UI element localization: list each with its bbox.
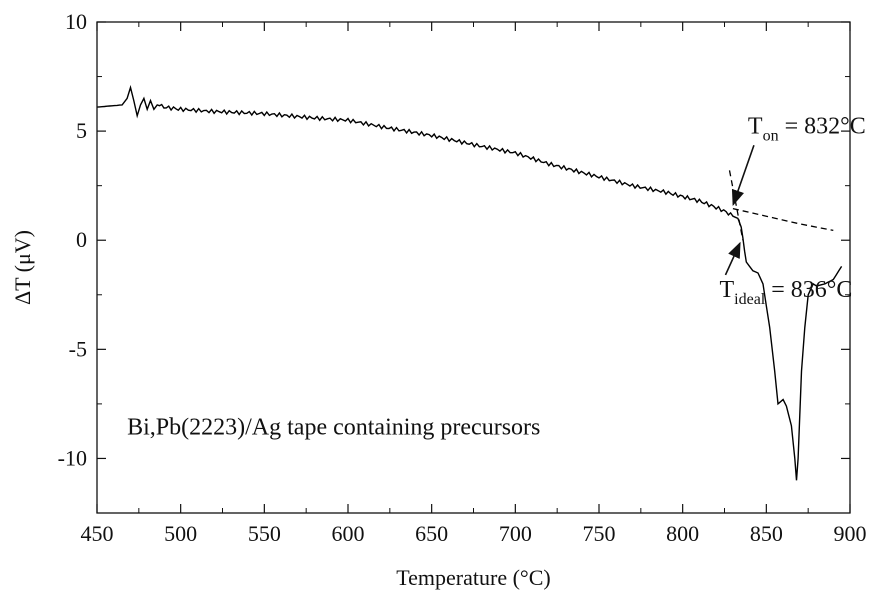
x-tick-label: 450	[81, 521, 114, 546]
dta-curve	[96, 84, 843, 481]
y-tick-label: 10	[65, 9, 87, 34]
annotation-label: Tideal = 836°C	[719, 277, 852, 308]
y-tick-label: 5	[76, 118, 87, 143]
tangent-line-1	[732, 207, 834, 232]
x-tick-label: 650	[415, 521, 448, 546]
x-tick-label: 600	[332, 521, 365, 546]
annotation-symbol: T	[748, 113, 763, 139]
annotation-label: Ton = 832°C	[748, 113, 866, 144]
x-tick-label: 700	[499, 521, 532, 546]
annotation-symbol: T	[719, 277, 734, 303]
x-axis-title: Temperature (°C)	[396, 565, 550, 590]
annotation-arrow	[724, 241, 741, 276]
y-tick-label: -10	[58, 445, 87, 470]
annotation-subscript: ideal	[734, 291, 766, 308]
x-tick-label: 500	[164, 521, 197, 546]
y-tick-label: -5	[69, 336, 87, 361]
y-axis-title: ΔT (μV)	[10, 230, 35, 305]
x-tick-label: 900	[834, 521, 867, 546]
x-tick-label: 750	[583, 521, 616, 546]
y-tick-label: 0	[76, 227, 87, 252]
annotation-arrow	[731, 145, 755, 206]
ticks-layer: 450 500 550 600 650 700 750 800 850 900 -10 -5 0 5 10	[58, 9, 867, 546]
annotation-subscript: on	[763, 127, 779, 144]
caption: Bi,Pb(2223)/Ag tape containing precursor…	[127, 414, 540, 440]
x-tick-label: 550	[248, 521, 281, 546]
x-tick-label: 850	[750, 521, 783, 546]
x-tick-label: 800	[666, 521, 699, 546]
annotation-value: = 836°C	[765, 277, 852, 303]
annotation-value: = 832°C	[779, 113, 866, 139]
